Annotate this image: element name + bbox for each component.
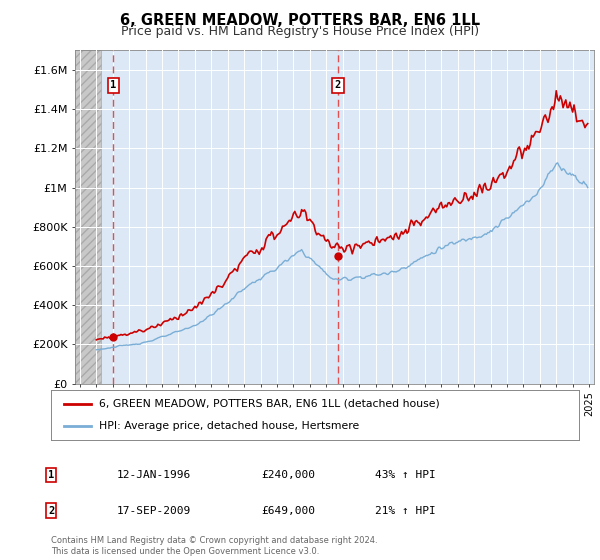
Text: 43% ↑ HPI: 43% ↑ HPI	[375, 470, 436, 480]
Text: 17-SEP-2009: 17-SEP-2009	[117, 506, 191, 516]
Text: 2: 2	[48, 506, 54, 516]
Text: 1: 1	[48, 470, 54, 480]
Text: 6, GREEN MEADOW, POTTERS BAR, EN6 1LL (detached house): 6, GREEN MEADOW, POTTERS BAR, EN6 1LL (d…	[98, 399, 439, 409]
Text: 6, GREEN MEADOW, POTTERS BAR, EN6 1LL: 6, GREEN MEADOW, POTTERS BAR, EN6 1LL	[120, 13, 480, 29]
Text: 2: 2	[335, 81, 341, 90]
Text: HPI: Average price, detached house, Hertsmere: HPI: Average price, detached house, Hert…	[98, 421, 359, 431]
Text: 12-JAN-1996: 12-JAN-1996	[117, 470, 191, 480]
Text: Price paid vs. HM Land Registry's House Price Index (HPI): Price paid vs. HM Land Registry's House …	[121, 25, 479, 38]
Text: Contains HM Land Registry data © Crown copyright and database right 2024.
This d: Contains HM Land Registry data © Crown c…	[51, 536, 377, 556]
Bar	[75, 50, 101, 384]
Text: 21% ↑ HPI: 21% ↑ HPI	[375, 506, 436, 516]
Text: £649,000: £649,000	[261, 506, 315, 516]
Text: £240,000: £240,000	[261, 470, 315, 480]
Text: 1: 1	[110, 81, 116, 90]
